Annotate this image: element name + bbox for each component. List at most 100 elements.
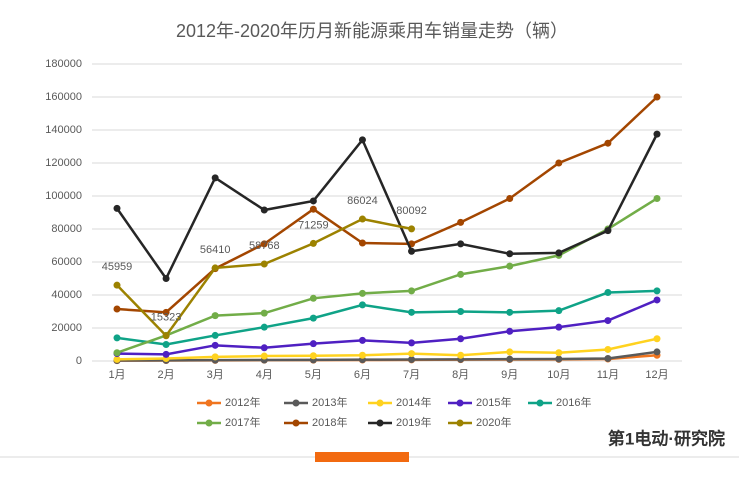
data-point [358, 215, 366, 223]
data-point [604, 317, 612, 325]
legend-label: 2018年 [312, 415, 347, 429]
x-tick-label: 1月 [108, 369, 125, 381]
data-point [260, 206, 268, 214]
data-point [555, 249, 563, 257]
y-tick-label: 0 [76, 355, 82, 367]
chart-title: 2012年-2020年历月新能源乘用车销量走势（辆） [176, 21, 568, 41]
data-point [211, 312, 219, 320]
legend-marker [376, 419, 384, 427]
data-point [162, 332, 170, 340]
data-point [162, 341, 170, 348]
data-point [604, 355, 612, 363]
data-point [555, 307, 563, 315]
data-point [113, 204, 121, 212]
y-tick-label: 60000 [51, 256, 82, 268]
data-point [358, 239, 366, 247]
data-point [604, 227, 612, 235]
y-tick-label: 120000 [45, 157, 82, 169]
series-line [116, 289, 658, 346]
data-label: 80092 [396, 205, 427, 217]
series-line [116, 298, 658, 356]
data-label: 71259 [298, 219, 329, 231]
data-point [604, 139, 612, 147]
y-tick-label: 100000 [45, 190, 82, 202]
x-tick-label: 12月 [645, 369, 668, 381]
data-point [113, 305, 121, 313]
data-point [260, 309, 268, 317]
data-point [162, 275, 170, 282]
y-tick-label: 140000 [45, 124, 82, 136]
x-tick-label: 9月 [501, 369, 518, 381]
x-tick-label: 7月 [403, 369, 420, 381]
data-point [309, 314, 317, 322]
x-tick-label: 5月 [305, 369, 322, 381]
data-point [653, 130, 661, 138]
data-point [653, 348, 661, 356]
legend-label: 2017年 [225, 415, 260, 429]
data-point [211, 353, 219, 361]
legend-label: 2012年 [225, 395, 260, 409]
data-point [309, 205, 317, 213]
data-label: 56410 [200, 244, 231, 256]
data-point [506, 262, 514, 270]
data-point [260, 323, 268, 331]
data-point [457, 218, 465, 226]
data-point [457, 240, 465, 248]
data-label: 45959 [102, 261, 133, 273]
data-point [653, 93, 661, 101]
data-point [408, 247, 416, 255]
data-point [211, 341, 219, 349]
legend-marker [292, 399, 300, 407]
legend-marker [205, 419, 213, 427]
y-tick-label: 20000 [51, 322, 82, 334]
y-tick-label: 160000 [45, 91, 82, 103]
data-point [653, 194, 661, 202]
data-point [113, 281, 121, 289]
series-line [116, 350, 658, 362]
legend-marker [536, 399, 544, 407]
data-point [555, 323, 563, 331]
data-point [260, 260, 268, 268]
data-point [506, 327, 514, 335]
data-point [113, 334, 121, 342]
legend-label: 2013年 [312, 395, 347, 409]
footer-accent [315, 452, 409, 462]
data-point [260, 344, 268, 352]
data-point [260, 352, 268, 360]
legend-label: 2014年 [396, 395, 431, 409]
footer-brand: 第1电动·研究院 [608, 428, 725, 448]
data-point [358, 336, 366, 344]
x-tick-label: 8月 [452, 369, 469, 381]
data-point [604, 345, 612, 353]
data-point [113, 349, 121, 357]
data-point [457, 351, 465, 359]
data-label: 86024 [347, 195, 378, 207]
data-point [457, 270, 465, 278]
data-label: 15323 [151, 312, 182, 324]
y-tick-label: 40000 [51, 289, 82, 301]
data-point [309, 340, 317, 348]
data-point [604, 289, 612, 297]
x-tick-label: 4月 [256, 369, 273, 381]
legend-label: 2016年 [556, 395, 591, 409]
data-point [211, 331, 219, 339]
data-point [408, 225, 416, 233]
data-point [408, 356, 416, 364]
data-point [653, 287, 661, 295]
data-point [506, 308, 514, 316]
legend-marker [456, 399, 464, 407]
data-point [506, 355, 514, 363]
data-point [260, 240, 268, 248]
data-point [358, 289, 366, 297]
data-point [506, 348, 514, 356]
data-point [653, 296, 661, 304]
series-line [116, 96, 658, 314]
data-label: 58768 [249, 240, 280, 252]
x-tick-label: 3月 [207, 369, 224, 381]
data-point [309, 294, 317, 302]
data-point [211, 264, 219, 272]
data-point [506, 194, 514, 202]
data-point [358, 136, 366, 144]
data-point [309, 352, 317, 360]
data-point [358, 351, 366, 359]
